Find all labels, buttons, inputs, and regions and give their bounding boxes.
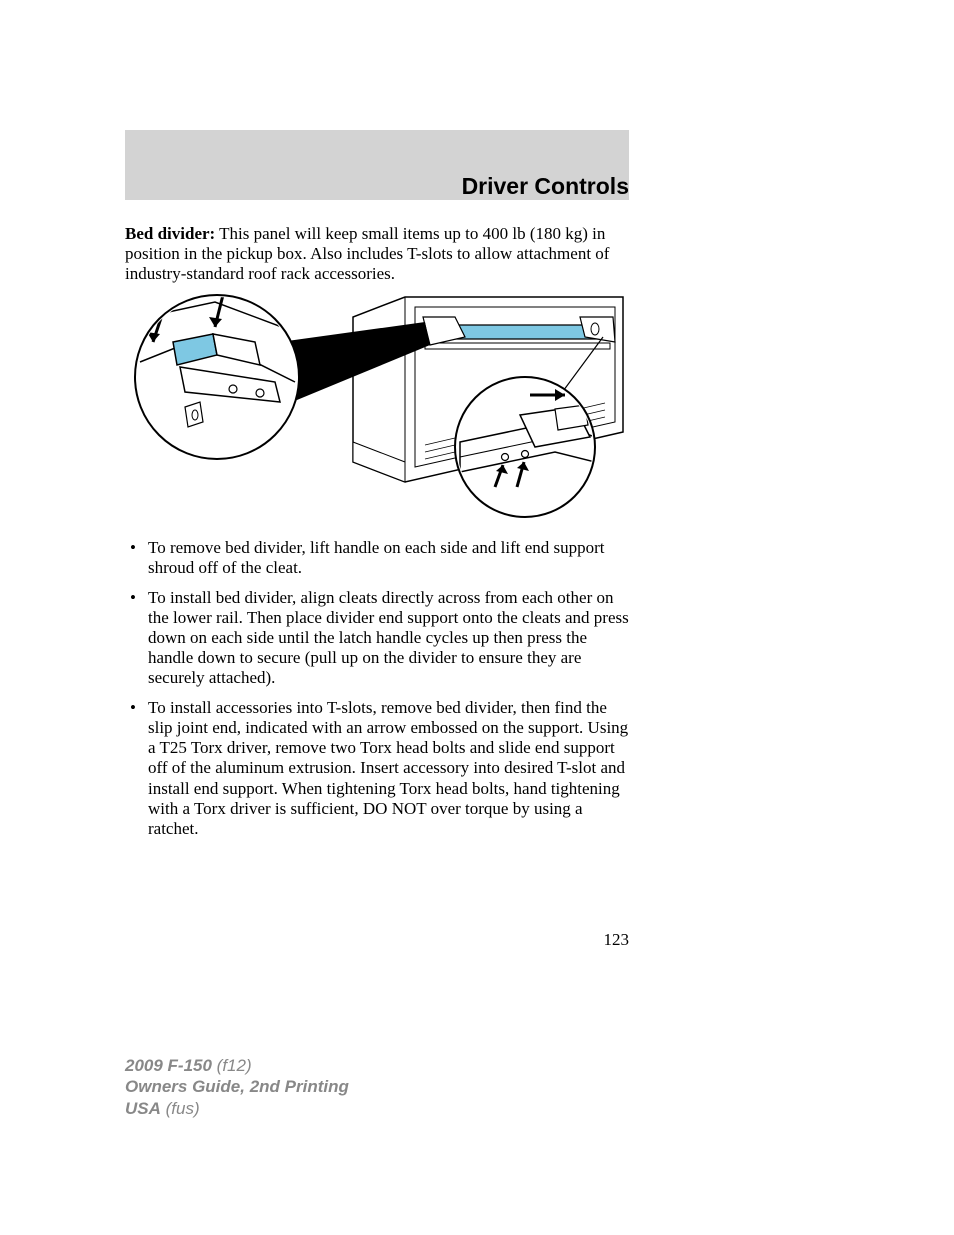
- bed-divider-diagram: [125, 287, 629, 519]
- left-detail-circle: [135, 295, 299, 459]
- footer-code2: (fus): [161, 1099, 200, 1118]
- footer-block: 2009 F-150 (f12) Owners Guide, 2nd Print…: [125, 1055, 349, 1119]
- footer-line-2: Owners Guide, 2nd Printing: [125, 1076, 349, 1097]
- footer-line-1: 2009 F-150 (f12): [125, 1055, 349, 1076]
- diagram-svg: [125, 287, 629, 519]
- footer-code1: (f12): [212, 1056, 252, 1075]
- footer-line-3: USA (fus): [125, 1098, 349, 1119]
- page-container: Driver Controls Bed divider: This panel …: [0, 0, 954, 1235]
- instruction-bullets: To remove bed divider, lift handle on ea…: [148, 538, 629, 849]
- bullet-item: To remove bed divider, lift handle on ea…: [148, 538, 629, 578]
- footer-model: 2009 F-150: [125, 1056, 212, 1075]
- right-detail-circle: [455, 377, 595, 517]
- page-number: 123: [604, 930, 630, 950]
- footer-region: USA: [125, 1099, 161, 1118]
- bullet-item: To install accessories into T-slots, rem…: [148, 698, 629, 838]
- section-title: Driver Controls: [462, 173, 629, 200]
- intro-paragraph: Bed divider: This panel will keep small …: [125, 224, 629, 284]
- intro-label: Bed divider:: [125, 224, 215, 243]
- bullet-item: To install bed divider, align cleats dir…: [148, 588, 629, 688]
